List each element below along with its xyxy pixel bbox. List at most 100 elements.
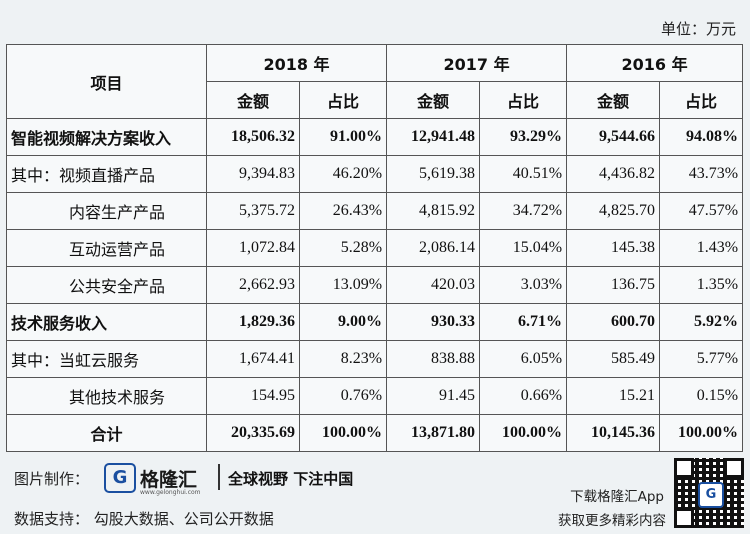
ratio-cell: 9.00% [298,303,388,341]
ratio-cell: 3.03% [479,266,568,304]
header-year-2016: 2016 年 [566,44,744,82]
table-row: 智能视频解决方案收入 18,506.32 91.00% 12,941.48 93.29%… [6,118,744,156]
amount-cell: 20,335.69 [206,414,300,452]
amount-cell: 12,941.48 [386,118,481,156]
ratio-cell: 5.92% [659,303,744,341]
footer-divider [218,464,220,490]
amount-cell: 9,394.83 [206,155,300,193]
row-label: 智能视频解决方案收入 [6,118,207,156]
header-ratio: 占比 [659,81,744,119]
ratio-cell: 0.15% [659,377,744,415]
data-support: 数据支持： 勾股大数据、公司公开数据 [14,510,274,528]
table-row: 技术服务收入 1,829.36 9.00% 930.33 6.71% 600.70 5.92… [6,303,744,341]
ratio-cell: 5.77% [659,340,744,378]
made-by-label: 图片制作： [14,470,90,488]
ratio-cell: 40.51% [479,155,568,193]
header-amount: 金额 [566,81,661,119]
ratio-cell: 8.23% [298,340,388,378]
table-row: 公共安全产品 2,662.93 13.09% 420.03 3.03% 136.75 1.3… [6,266,744,304]
table-row: 其中：当虹云服务 1,674.41 8.23% 838.88 6.05% 585.49 5.… [6,340,744,378]
amount-cell: 4,436.82 [566,155,661,193]
amount-cell: 930.33 [386,303,481,341]
qr-finder-icon [674,508,694,528]
amount-cell: 2,662.93 [206,266,300,304]
footer: 图片制作： G 格隆汇 www.gelonghui.com 全球视野 下注中国 … [0,454,750,534]
amount-cell: 10,145.36 [566,414,661,452]
ratio-cell: 91.00% [298,118,388,156]
amount-cell: 91.45 [386,377,481,415]
logo-icon: G [104,463,136,493]
amount-cell: 2,086.14 [386,229,481,267]
amount-cell: 154.95 [206,377,300,415]
ratio-cell: 43.73% [659,155,744,193]
header-year-2018: 2018 年 [205,44,388,82]
ratio-cell: 6.05% [479,340,568,378]
ratio-cell: 5.28% [298,229,388,267]
header-year-2017: 2017 年 [386,44,568,82]
table-row: 其中：视频直播产品 9,394.83 46.20% 5,619.38 40.51% 4,4… [6,155,744,193]
amount-cell: 136.75 [566,266,661,304]
header-row-years: 项目 2018 年 2017 年 2016 年 [6,44,744,119]
ratio-cell: 0.66% [479,377,568,415]
qr-finder-icon [724,458,744,478]
ratio-cell: 47.57% [659,192,744,230]
amount-cell: 585.49 [566,340,661,378]
ratio-cell: 26.43% [298,192,388,230]
row-label: 其中：当虹云服务 [6,340,207,378]
qr-code-icon[interactable]: G [674,458,744,528]
ratio-cell: 1.43% [659,229,744,267]
header-ratio: 占比 [298,81,388,119]
amount-cell: 5,375.72 [206,192,300,230]
header-amount: 金额 [386,81,481,119]
amount-cell: 18,506.32 [206,118,300,156]
logo-url: www.gelonghui.com [140,489,201,496]
table-row: 其他技术服务 154.95 0.76% 91.45 0.66% 15.21 0.15% [6,377,744,415]
row-label: 其他技术服务 [6,377,207,415]
ratio-cell: 100.00% [659,414,744,452]
row-label: 合计 [6,414,207,452]
amount-cell: 1,072.84 [206,229,300,267]
row-label: 公共安全产品 [6,266,207,304]
qr-logo-icon: G [698,482,724,508]
amount-cell: 145.38 [566,229,661,267]
ratio-cell: 100.00% [298,414,388,452]
ratio-cell: 100.00% [479,414,568,452]
amount-cell: 4,815.92 [386,192,481,230]
qr-finder-icon [674,458,694,478]
ratio-cell: 94.08% [659,118,744,156]
unit-label: 单位：万元 [660,20,736,38]
amount-cell: 1,674.41 [206,340,300,378]
row-label: 内容生产产品 [6,192,207,230]
row-label: 互动运营产品 [6,229,207,267]
ratio-cell: 34.72% [479,192,568,230]
amount-cell: 9,544.66 [566,118,661,156]
table-row: 互动运营产品 1,072.84 5.28% 2,086.14 15.04% 145.38 1… [6,229,744,267]
logo-name: 格隆汇 [140,469,198,491]
ratio-cell: 1.35% [659,266,744,304]
amount-cell: 15.21 [566,377,661,415]
header-amount: 金额 [206,81,300,119]
amount-cell: 13,871.80 [386,414,481,452]
gelonghui-logo: G 格隆汇 www.gelonghui.com [104,463,212,496]
slogan: 全球视野 下注中国 [228,470,354,488]
header-row-columns: 金额 占比 金额 占比 金额 占比 [7,81,744,119]
ratio-cell: 13.09% [298,266,388,304]
amount-cell: 420.03 [386,266,481,304]
table-row: 内容生产产品 5,375.72 26.43% 4,815.92 34.72% 4,825.… [6,192,744,230]
more-content-text: 获取更多精彩内容 [558,513,666,529]
table-row: 合计 20,335.69 100.00% 13,871.80 100.00% 10,145… [6,414,744,452]
ratio-cell: 46.20% [298,155,388,193]
ratio-cell: 15.04% [479,229,568,267]
ratio-cell: 93.29% [479,118,568,156]
header-ratio: 占比 [479,81,568,119]
revenue-table: 项目 2018 年 2017 年 2016 年 金额 占比 金额 占比 金额 占… [6,44,744,452]
amount-cell: 838.88 [386,340,481,378]
row-label: 技术服务收入 [6,303,207,341]
amount-cell: 4,825.70 [566,192,661,230]
ratio-cell: 6.71% [479,303,568,341]
header-item: 项目 [6,44,207,119]
download-app-text: 下载格隆汇App [570,489,664,505]
ratio-cell: 0.76% [298,377,388,415]
amount-cell: 5,619.38 [386,155,481,193]
amount-cell: 1,829.36 [206,303,300,341]
